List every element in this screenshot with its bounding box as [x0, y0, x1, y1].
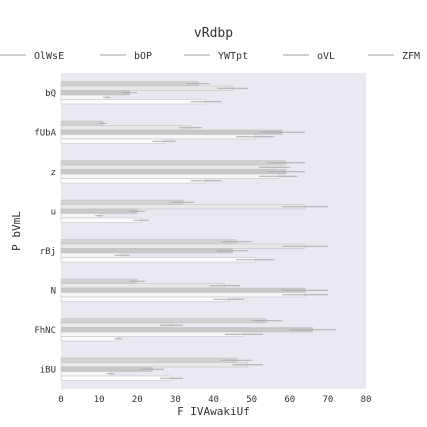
bar — [60, 120, 104, 126]
y-tick-label: z — [51, 168, 56, 178]
x-axis-label: F IVAwakiUf — [177, 405, 250, 418]
bar — [60, 94, 107, 100]
bar — [60, 292, 306, 298]
x-tick-label: 40 — [208, 395, 219, 405]
bar — [60, 138, 165, 144]
x-tick-label: 30 — [170, 395, 181, 405]
y-tick-label: rBj — [40, 247, 56, 257]
x-tick-label: 20 — [132, 395, 143, 405]
chart-title: vRdbp — [194, 26, 233, 41]
bar — [60, 129, 283, 135]
bar — [60, 248, 233, 254]
bar — [60, 169, 287, 175]
bar — [60, 90, 130, 96]
bar — [60, 322, 172, 328]
y-tick-label: FhNC — [34, 326, 56, 336]
bar — [60, 257, 256, 263]
error-bars — [95, 83, 336, 379]
x-tick-label: 50 — [246, 395, 257, 405]
bar — [60, 217, 142, 223]
y-tick-label: N — [51, 286, 56, 296]
bar — [60, 85, 233, 91]
bar — [60, 239, 237, 245]
bar — [60, 318, 268, 324]
bar — [60, 243, 306, 249]
y-axis-label: P bVmL — [10, 211, 23, 251]
x-tick-label: 70 — [322, 395, 333, 405]
y-tick-label: bQ — [45, 89, 56, 99]
bar — [60, 371, 111, 377]
legend-entry: OlWsE — [34, 51, 64, 62]
legend: OlWsE bOP YWTpt oVL ZFM — [0, 51, 420, 62]
bar — [60, 283, 226, 289]
bar — [60, 99, 207, 105]
bar — [60, 204, 306, 210]
bar — [60, 208, 138, 214]
bar — [60, 199, 184, 205]
bar — [60, 366, 153, 372]
bar — [60, 296, 229, 302]
legend-entry: bOP — [134, 51, 152, 62]
bar — [60, 375, 172, 381]
y-tick-label: fUbA — [34, 128, 56, 138]
bar — [60, 357, 237, 363]
x-tick-label: 0 — [58, 395, 63, 405]
legend-entry: oVL — [317, 51, 335, 62]
x-axis-ticks: 0 10 20 30 40 50 60 70 80 — [58, 395, 371, 405]
bar — [60, 134, 256, 140]
bar — [60, 336, 119, 342]
bar — [60, 327, 313, 333]
legend-entry: YWTpt — [218, 51, 248, 62]
x-tick-label: 80 — [361, 395, 372, 405]
x-tick-label: 10 — [94, 395, 105, 405]
bar — [60, 125, 191, 131]
y-axis-ticks: bQ fUbA z u rBj N FhNC iBU — [34, 89, 56, 376]
bar — [60, 331, 245, 337]
bar — [60, 178, 207, 184]
bar — [60, 287, 306, 293]
bar — [60, 213, 100, 219]
legend-entry: ZFM — [402, 51, 420, 62]
plot-area — [61, 73, 366, 389]
x-tick-label: 60 — [284, 395, 295, 405]
bar — [60, 278, 138, 284]
y-tick-label: u — [51, 207, 56, 217]
bar — [60, 164, 275, 170]
bar — [60, 362, 249, 368]
bar — [60, 173, 279, 179]
bar — [60, 81, 199, 87]
y-tick-label: iBU — [40, 365, 56, 375]
bar — [60, 160, 287, 166]
bar — [60, 252, 123, 258]
